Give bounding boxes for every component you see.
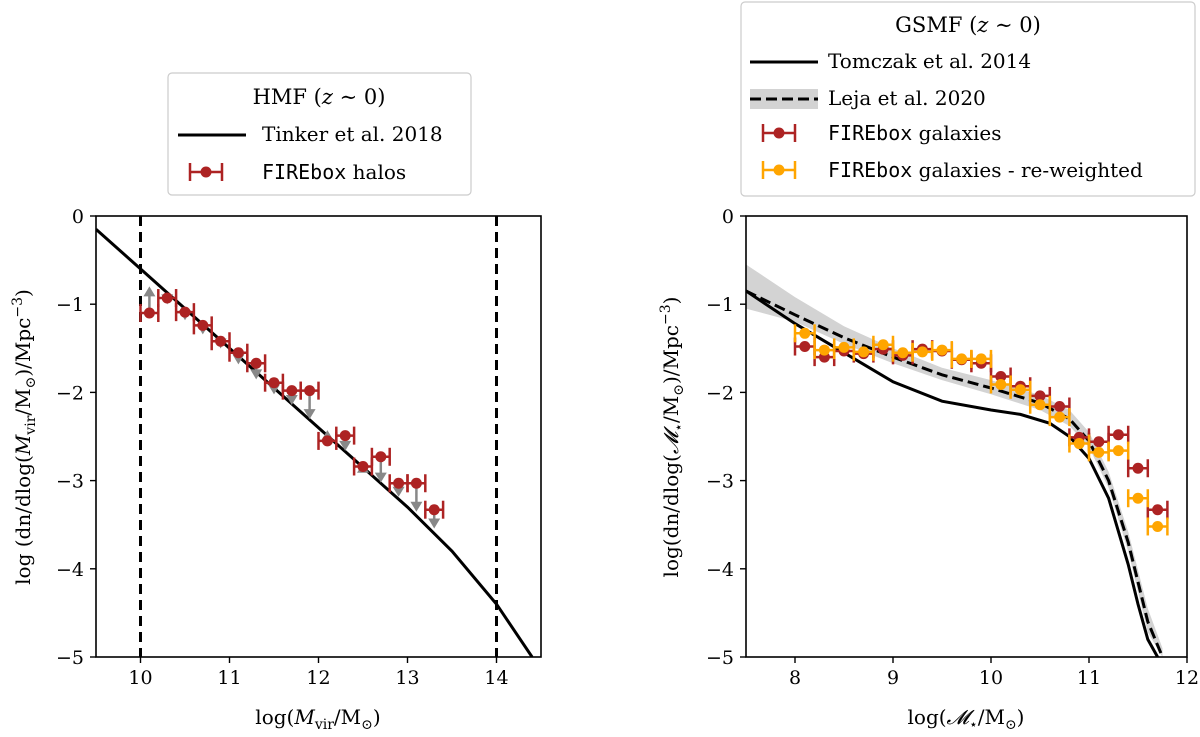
hmf-panel: 10 11 12 13 14 0 −1 −2 −3 −4 −5 log (dn/dlog(Mvir/… — [10, 72, 542, 733]
hmf-legend-firebox-marker — [188, 163, 224, 181]
firebox-galaxy-point — [1146, 500, 1169, 519]
hmf-legend-firebox-label: FIREbox halos — [262, 160, 406, 184]
firebox-galaxy-reweighted-point — [832, 338, 856, 357]
firebox-galaxy-point — [1107, 425, 1130, 444]
gsmf-legend-reweighted-marker — [761, 161, 797, 179]
gsmf-ytick-label: −4 — [706, 559, 734, 581]
firebox-galaxy-point — [1126, 459, 1150, 478]
gsmf-legend-title: GSMF (z ∼ 0) — [895, 13, 1041, 37]
firebox-galaxy-reweighted-point — [950, 349, 973, 368]
firebox-halo-point — [424, 500, 445, 519]
gsmf-ylabel: log(dn/dlog(𝓜⋆/M⊙)/Mpc−3) — [658, 297, 687, 578]
firebox-halo-point — [406, 474, 427, 493]
gsmf-xlabel: log(𝓜⋆/M⊙) — [908, 705, 1025, 733]
firebox-galaxy-reweighted-point — [970, 349, 993, 368]
gsmf-xtick-label: 9 — [887, 667, 899, 689]
gsmf-panel: 8 9 10 11 12 0 −1 −2 −3 −4 −5 log(dn/dlog(𝓜⋆/M⊙)/M… — [658, 1, 1199, 733]
hmf-legend-box — [167, 72, 472, 196]
gsmf-legend-tomczak-label: Tomczak et al. 2014 — [828, 49, 1031, 73]
hmf-ytick-label: −2 — [56, 382, 84, 404]
hmf-ytick-label: 0 — [72, 206, 84, 228]
firebox-galaxy-reweighted-point — [1107, 441, 1130, 460]
hmf-xtick-label: 11 — [217, 667, 241, 689]
gsmf-legend-box — [740, 1, 1196, 197]
firebox-halo-point — [246, 354, 267, 373]
gsmf-ytick-label: 0 — [722, 206, 734, 228]
gsmf-ytick-label: −5 — [706, 647, 734, 669]
hmf-xlabel: log(Mvir/M⊙) — [255, 705, 380, 733]
firebox-galaxy-point — [793, 337, 816, 356]
gsmf-legend-firebox-marker — [761, 124, 797, 142]
hmf-legend-title: HMF (z ∼ 0) — [253, 85, 386, 109]
firebox-halo-point — [299, 381, 320, 400]
hmf-xtick-label: 13 — [395, 667, 419, 689]
gsmf-xtick-label: 10 — [979, 667, 1003, 689]
firebox-halo-point — [192, 316, 213, 335]
hmf-xtick-label: 10 — [128, 667, 152, 689]
tinker-2018-line — [96, 228, 534, 657]
firebox-halo-point — [370, 447, 391, 466]
firebox-galaxy-reweighted-point — [793, 324, 816, 343]
gsmf-legend: GSMF (z ∼ 0) Tomczak et al. 2014 Leja et… — [740, 1, 1196, 197]
gsmf-legend-firebox-label: FIREbox galaxies — [828, 121, 1001, 145]
hmf-ytick-label: −3 — [56, 471, 84, 493]
firebox-halo-point — [335, 426, 356, 445]
leja-2020-band — [746, 264, 1163, 657]
leja-2020-line — [746, 289, 1164, 657]
firebox-galaxy-reweighted-point — [1048, 408, 1071, 427]
firebox-halo-point — [228, 343, 249, 362]
hmf-ytick-label: −4 — [56, 559, 84, 581]
hmf-ytick-label: −5 — [56, 647, 84, 669]
firebox-galaxy-reweighted-point — [1146, 517, 1169, 536]
hmf-legend-tinker-label: Tinker et al. 2018 — [262, 122, 443, 146]
hmf-xtick-label: 12 — [306, 667, 330, 689]
gsmf-xtick-label: 12 — [1175, 667, 1199, 689]
gsmf-legend-reweighted-label: FIREbox galaxies - re-weighted — [828, 158, 1143, 182]
gsmf-xtick-label: 11 — [1077, 667, 1101, 689]
gsmf-legend-leja-label: Leja et al. 2020 — [828, 86, 986, 110]
firebox-galaxy-reweighted-point — [1126, 489, 1150, 508]
hmf-legend: HMF (z ∼ 0) Tinker et al. 2018 FIREbox h… — [167, 72, 472, 196]
hmf-ylabel: log (dn/dlog(Mvir/M⊙)/Mpc−3) — [10, 289, 39, 585]
hmf-xtick-label: 14 — [484, 667, 508, 689]
gsmf-ytick-label: −1 — [706, 294, 734, 316]
gsmf-axes-frame — [745, 215, 1188, 658]
gsmf-ytick-label: −2 — [706, 382, 734, 404]
gsmf-xtick-label: 8 — [789, 667, 801, 689]
hmf-ytick-label: −1 — [56, 294, 84, 316]
gsmf-ytick-label: −3 — [706, 471, 734, 493]
